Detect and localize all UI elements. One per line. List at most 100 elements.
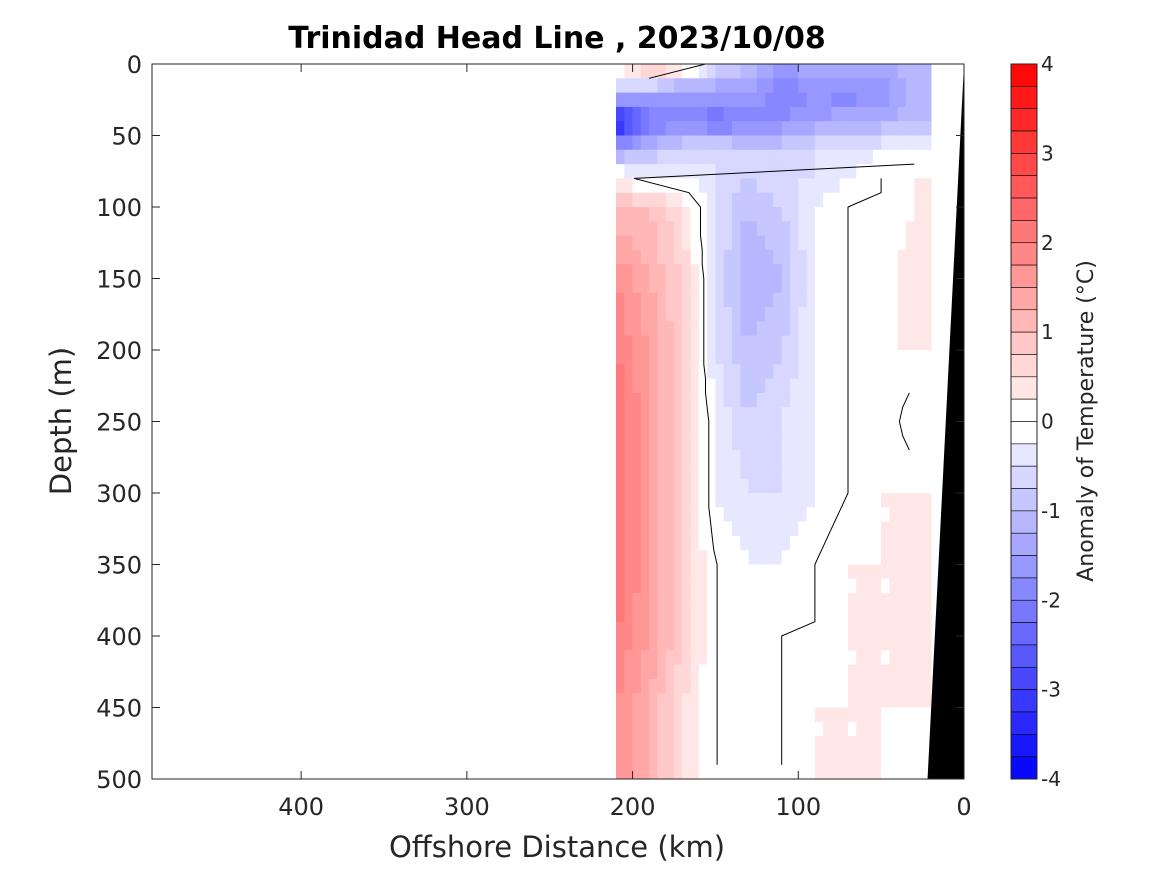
heatmap-cell	[839, 335, 849, 351]
heatmap-cell	[864, 192, 874, 208]
heatmap-cell	[657, 407, 667, 423]
heatmap-cell	[806, 192, 816, 208]
heatmap-cell	[640, 707, 650, 723]
heatmap-cell	[740, 135, 750, 151]
heatmap-cell	[922, 407, 932, 423]
heatmap-cell	[781, 407, 791, 423]
heatmap-cell	[649, 464, 659, 480]
heatmap-cell	[765, 564, 775, 580]
heatmap-cell	[823, 64, 833, 79]
colorbar-tick-label: 4	[1041, 52, 1054, 76]
heatmap-cell	[740, 335, 750, 351]
heatmap-cell	[624, 507, 634, 523]
heatmap-cell	[674, 435, 683, 451]
heatmap-cell	[897, 221, 907, 237]
heatmap-cell	[872, 435, 882, 451]
heatmap-cell	[864, 149, 874, 165]
heatmap-cell	[732, 307, 741, 322]
heatmap-cell	[814, 493, 824, 508]
heatmap-cell	[856, 578, 866, 594]
heatmap-cell	[682, 464, 692, 480]
heatmap-cell	[640, 121, 650, 137]
heatmap-cell	[640, 264, 650, 280]
heatmap-cell	[707, 92, 717, 108]
heatmap-cell	[765, 678, 775, 694]
heatmap-cell	[798, 207, 808, 222]
heatmap-cell	[657, 364, 667, 380]
heatmap-cell	[682, 64, 692, 79]
heatmap-cell	[831, 264, 841, 280]
heatmap-cell	[798, 450, 808, 465]
heatmap-cell	[806, 478, 816, 494]
heatmap-cell	[765, 636, 775, 651]
heatmap-cell	[790, 450, 799, 465]
heatmap-cell	[922, 378, 932, 394]
heatmap-cell	[632, 135, 642, 151]
heatmap-cell	[732, 593, 741, 608]
heatmap-cell	[856, 207, 866, 222]
heatmap-cell	[839, 292, 849, 308]
heatmap-cell	[616, 621, 625, 637]
heatmap-cell	[814, 636, 824, 651]
heatmap-cell	[732, 249, 741, 265]
heatmap-cell	[732, 450, 741, 465]
heatmap-cell	[872, 650, 882, 666]
heatmap-cell	[798, 164, 808, 179]
heatmap-cell	[773, 721, 783, 737]
heatmap-cell	[674, 750, 683, 766]
heatmap-cell	[715, 278, 725, 294]
heatmap-cell	[823, 178, 833, 194]
heatmap-cell	[690, 321, 700, 337]
heatmap-cell	[889, 78, 899, 94]
heatmap-cell	[856, 507, 866, 523]
heatmap-cell	[698, 764, 708, 779]
heatmap-cell	[657, 249, 667, 265]
heatmap-cell	[831, 321, 841, 337]
heatmap-cell	[781, 121, 791, 137]
heatmap-cell	[624, 364, 634, 380]
heatmap-cell	[732, 578, 741, 594]
heatmap-cell	[906, 207, 915, 222]
heatmap-cell	[914, 664, 924, 680]
heatmap-cell	[831, 249, 841, 265]
heatmap-cell	[831, 750, 841, 766]
y-tick-label: 250	[96, 409, 142, 437]
heatmap-cell	[881, 764, 891, 779]
heatmap-cell	[649, 235, 659, 251]
heatmap-cell	[732, 78, 741, 94]
heatmap-cell	[798, 707, 808, 723]
heatmap-cell	[790, 607, 799, 623]
heatmap-cell	[698, 464, 708, 480]
heatmap-cell	[732, 507, 741, 523]
heatmap-cell	[798, 636, 808, 651]
heatmap-cell	[632, 693, 642, 709]
heatmap-cell	[698, 507, 708, 523]
heatmap-cell	[715, 178, 725, 194]
heatmap-cell	[856, 92, 866, 108]
heatmap-cell	[798, 264, 808, 280]
heatmap-cell	[707, 478, 717, 494]
heatmap-cell	[740, 707, 750, 723]
heatmap-cell	[856, 192, 866, 208]
heatmap-cell	[872, 464, 882, 480]
heatmap-cell	[649, 550, 659, 566]
heatmap-cell	[765, 192, 775, 208]
heatmap-cell	[790, 664, 799, 680]
heatmap-cell	[707, 707, 717, 723]
heatmap-cell	[732, 64, 741, 79]
heatmap-cell	[806, 535, 816, 551]
heatmap-cell	[839, 378, 849, 394]
heatmap-cell	[790, 521, 799, 537]
heatmap-cell	[823, 764, 833, 779]
heatmap-cell	[790, 292, 799, 308]
heatmap-cell	[732, 292, 741, 308]
heatmap-cell	[624, 106, 634, 122]
heatmap-cell	[640, 249, 650, 265]
heatmap-cell	[848, 235, 857, 251]
heatmap-cell	[922, 64, 932, 79]
heatmap-cell	[781, 335, 791, 351]
heatmap-cell	[690, 92, 700, 108]
heatmap-cell	[864, 121, 874, 137]
heatmap-cell	[881, 192, 891, 208]
heatmap-cell	[616, 721, 625, 737]
